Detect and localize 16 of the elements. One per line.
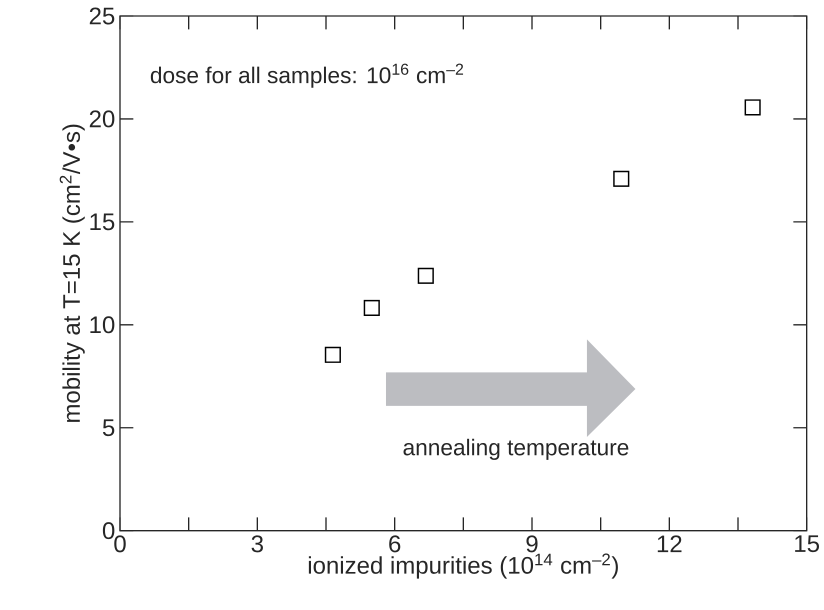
y-tick-label: 20 [90,110,114,128]
y-tick-label: 15 [90,213,114,230]
x-tick-label: 6 [389,535,400,552]
annotation: dose for all samples: 10$^{16}$ cm$^{–2}$ [150,64,464,88]
y-tick-label: 10 [90,316,114,334]
y-axis-title: mobility at T=15 K (cm$^{2}$/V•s) [60,124,85,422]
x-tick-label: 0 [114,535,126,552]
x-axis-title: ionized impurities (10$^{14}$ cm$^{–2}$) [308,554,618,579]
x-tick-label: 15 [795,535,820,552]
y-tick-label: 25 [90,7,114,24]
annotation: annealing temperature [404,438,628,460]
x-tick-label: 3 [252,535,263,552]
y-tick-label: 5 [102,419,114,436]
x-tick-label: 12 [658,535,682,552]
y-tick-label: 0 [102,522,114,540]
x-tick-label: 9 [526,535,538,552]
